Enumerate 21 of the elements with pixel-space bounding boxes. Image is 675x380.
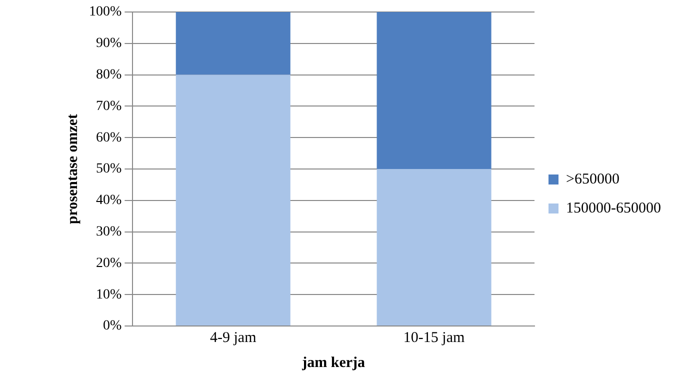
- bar: [176, 74, 290, 326]
- y-tick-label: 50%: [96, 162, 122, 177]
- x-tick-label: 4-9 jam: [210, 330, 257, 346]
- y-tick-label: 80%: [96, 67, 122, 82]
- y-tick-label: 20%: [96, 256, 122, 271]
- y-tick-label: 90%: [96, 36, 122, 52]
- y-tick-label: 100%: [88, 4, 122, 20]
- bar: [376, 169, 492, 326]
- y-tick-label: 40%: [96, 193, 122, 208]
- y-tick-label: 60%: [96, 130, 122, 146]
- x-axis-title: jam kerja: [301, 354, 366, 371]
- x-tick-label: 10-15 jam: [403, 330, 465, 346]
- bar: [176, 12, 290, 75]
- y-tick-label: 70%: [96, 98, 122, 114]
- y-tick-label: 10%: [96, 287, 122, 302]
- bar: [376, 12, 492, 169]
- y-tick-label: 30%: [96, 224, 122, 240]
- legend-label: >650000: [566, 171, 620, 188]
- y-axis-title: prosentase omzet: [64, 114, 81, 224]
- y-tick-label: 0%: [102, 318, 122, 334]
- legend-label: 150000-650000: [566, 200, 662, 216]
